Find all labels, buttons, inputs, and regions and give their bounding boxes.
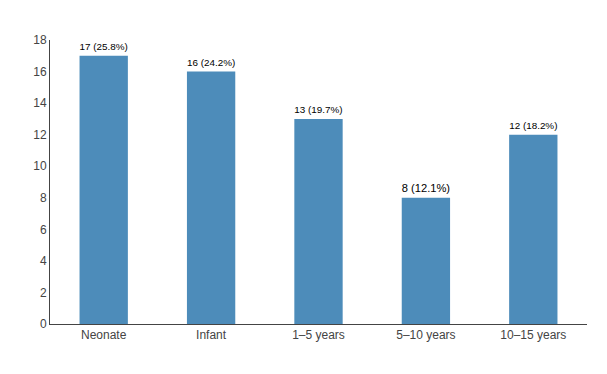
svg-text:Neonate: Neonate <box>81 328 127 342</box>
svg-text:8: 8 <box>40 191 47 205</box>
svg-text:6: 6 <box>40 223 47 237</box>
svg-text:12 (18.2%): 12 (18.2%) <box>509 120 557 131</box>
svg-text:16: 16 <box>33 65 47 79</box>
svg-text:Infant: Infant <box>196 328 227 342</box>
svg-text:10: 10 <box>33 159 47 173</box>
svg-text:5–10 years: 5–10 years <box>396 328 455 342</box>
svg-text:2: 2 <box>40 286 47 300</box>
svg-text:17 (25.8%): 17 (25.8%) <box>80 41 128 52</box>
svg-text:12: 12 <box>33 128 47 142</box>
svg-text:1–5 years: 1–5 years <box>292 328 345 342</box>
svg-text:14: 14 <box>33 96 47 110</box>
svg-text:0: 0 <box>40 317 47 331</box>
svg-text:18: 18 <box>33 33 47 47</box>
svg-text:16 (24.2%): 16 (24.2%) <box>187 57 235 68</box>
svg-text:8 (12.1%): 8 (12.1%) <box>402 182 451 194</box>
svg-text:4: 4 <box>40 254 47 268</box>
svg-text:10–15 years: 10–15 years <box>500 328 566 342</box>
svg-text:13 (19.7%): 13 (19.7%) <box>294 104 342 115</box>
